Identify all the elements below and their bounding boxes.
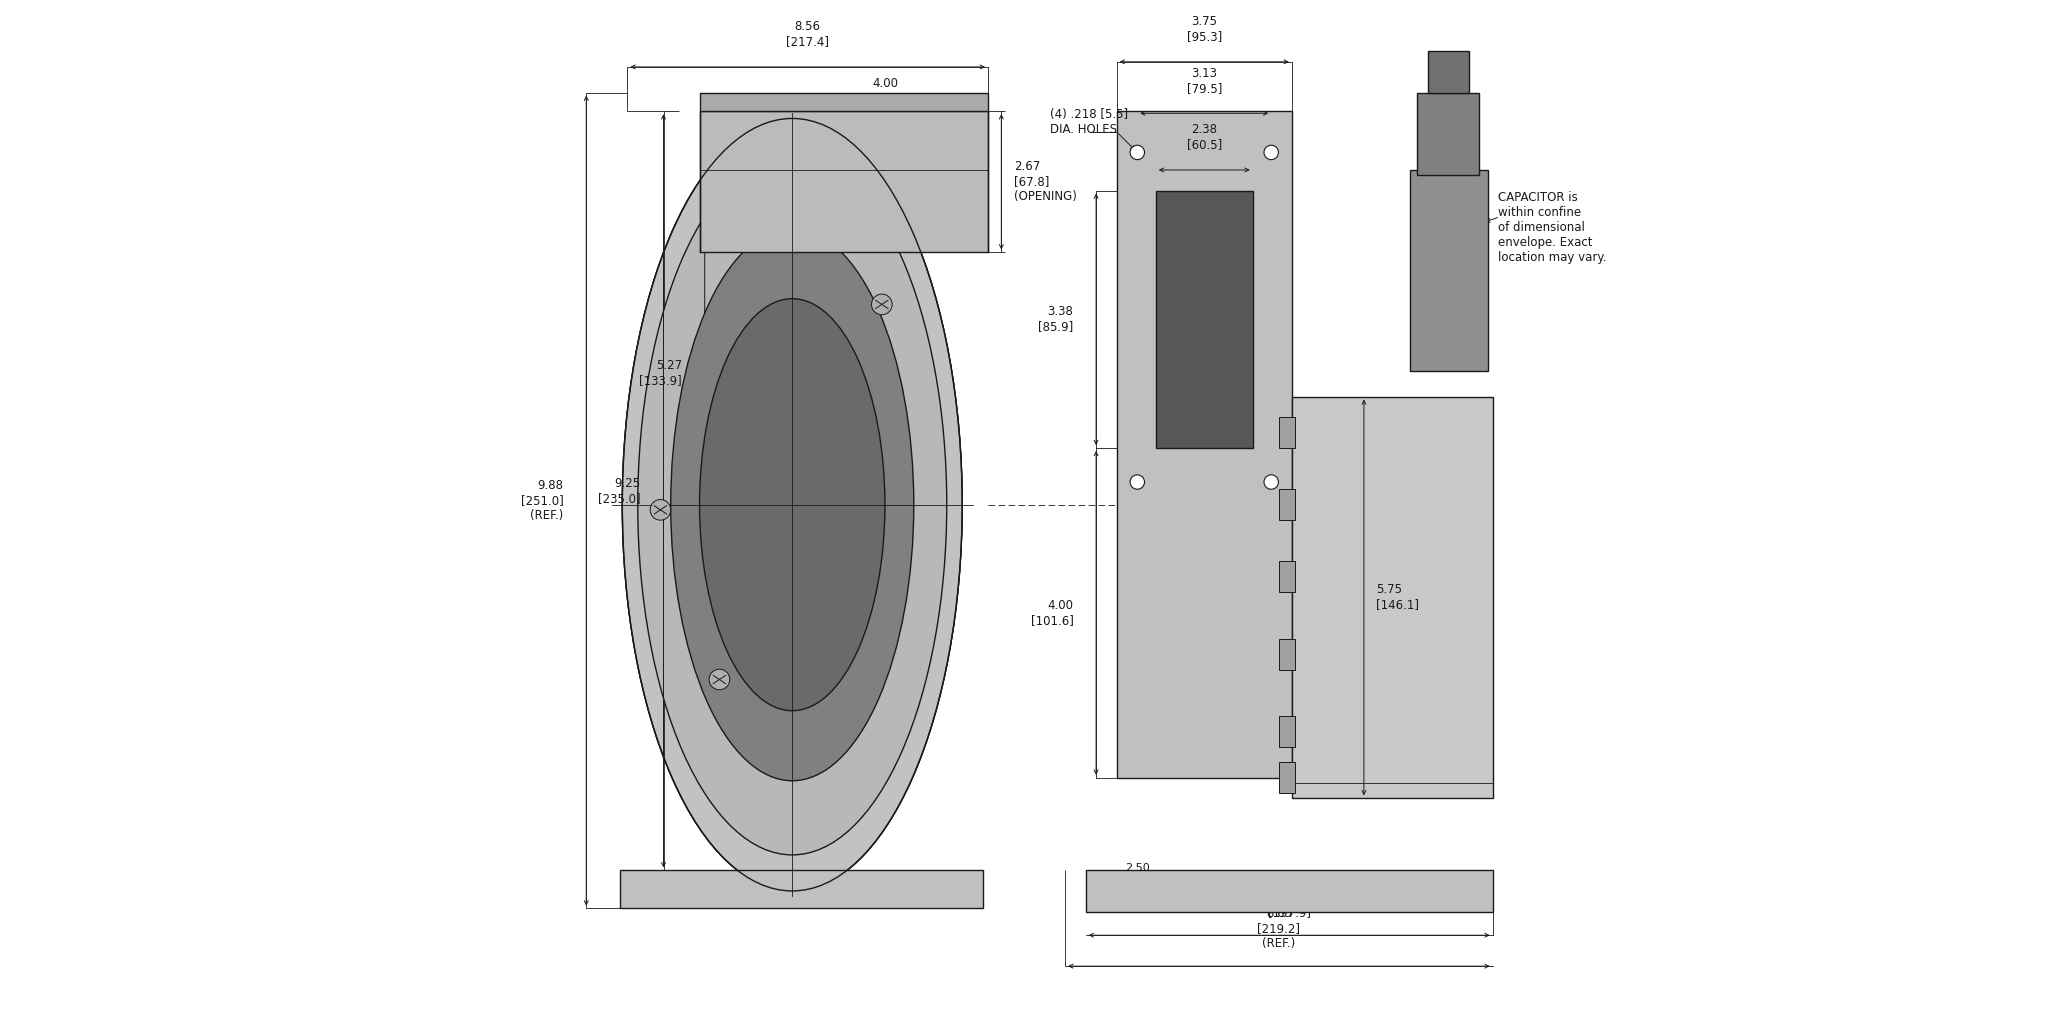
Text: 9.25
[235.0]: 9.25 [235.0] xyxy=(598,477,641,505)
Text: 4.00
[101.6]: 4.00 [101.6] xyxy=(1030,598,1073,627)
Text: (4) .218 [5.5]
DIA. HOLES: (4) .218 [5.5] DIA. HOLES xyxy=(1051,108,1128,136)
Ellipse shape xyxy=(700,299,885,711)
Bar xyxy=(1280,561,1294,592)
Text: 5.75
[146.1]: 5.75 [146.1] xyxy=(1376,583,1419,612)
Bar xyxy=(621,870,983,908)
Ellipse shape xyxy=(872,295,893,315)
Bar xyxy=(700,93,987,111)
Bar xyxy=(1085,870,1493,912)
Ellipse shape xyxy=(670,229,913,781)
Text: 9.88
[251.0]
(REF.): 9.88 [251.0] (REF.) xyxy=(520,479,563,522)
Text: 8.56
[217.4]: 8.56 [217.4] xyxy=(786,21,829,48)
Bar xyxy=(1411,170,1487,371)
Bar xyxy=(1116,111,1292,778)
Bar xyxy=(1280,716,1294,747)
Bar xyxy=(1280,417,1294,448)
Ellipse shape xyxy=(623,118,963,891)
Text: CAPACITOR is
within confine
of dimensional
envelope. Exact
location may vary.: CAPACITOR is within confine of dimension… xyxy=(1497,191,1606,264)
Text: 5.27
[133.9]: 5.27 [133.9] xyxy=(639,359,682,387)
Text: 2.67
[67.8]
(OPENING): 2.67 [67.8] (OPENING) xyxy=(1014,161,1077,203)
Ellipse shape xyxy=(637,154,946,855)
Text: 3.75
[95.3]: 3.75 [95.3] xyxy=(1186,15,1223,43)
Text: 3.13
[79.5]: 3.13 [79.5] xyxy=(1186,67,1223,95)
Text: 2.50
[63.5]: 2.50 [63.5] xyxy=(1120,863,1155,885)
Bar xyxy=(1280,489,1294,520)
Bar xyxy=(1292,397,1493,798)
Bar xyxy=(1155,191,1253,448)
Text: 4.00
[101.6]: 4.00 [101.6] xyxy=(864,77,907,105)
Text: 2.38
[60.5]: 2.38 [60.5] xyxy=(1186,124,1223,151)
Circle shape xyxy=(1264,145,1278,160)
Bar xyxy=(1280,762,1294,793)
Text: 7.79
[197.9]: 7.79 [197.9] xyxy=(1268,891,1311,919)
Bar xyxy=(1280,639,1294,670)
Bar xyxy=(1417,93,1479,175)
Circle shape xyxy=(1264,475,1278,489)
Ellipse shape xyxy=(649,500,670,520)
Ellipse shape xyxy=(709,670,729,690)
Text: 8.63
[219.2]
(REF.): 8.63 [219.2] (REF.) xyxy=(1257,906,1300,950)
Bar xyxy=(700,111,987,252)
Text: 3.38
[85.9]: 3.38 [85.9] xyxy=(1038,305,1073,334)
Circle shape xyxy=(1130,475,1145,489)
Ellipse shape xyxy=(623,118,963,891)
Circle shape xyxy=(1130,145,1145,160)
Bar xyxy=(1427,52,1468,93)
